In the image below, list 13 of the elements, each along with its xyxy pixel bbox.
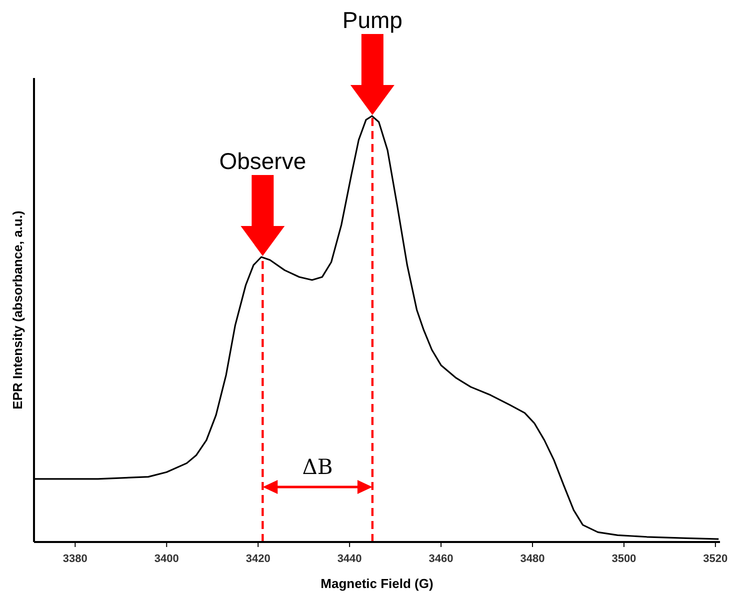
- y-axis-title: EPR Intensity (absorbance, a.u.): [10, 210, 25, 410]
- x-tick-label: 3520: [703, 553, 728, 565]
- annotation: Observe: [219, 148, 306, 174]
- x-tick-label: 3500: [612, 553, 636, 565]
- x-tick-label: 3420: [246, 553, 270, 565]
- text: Pump: [342, 7, 402, 33]
- x-tick-label: 3480: [520, 553, 545, 565]
- x-tick-label: 3400: [154, 553, 179, 565]
- x-tick-label: 3460: [428, 553, 454, 565]
- annotation: ΔB: [302, 455, 333, 479]
- x-tick-label: 3440: [337, 553, 362, 565]
- x-axis-title: Magnetic Field (G): [320, 576, 434, 591]
- x-tick-label: 3380: [62, 553, 88, 565]
